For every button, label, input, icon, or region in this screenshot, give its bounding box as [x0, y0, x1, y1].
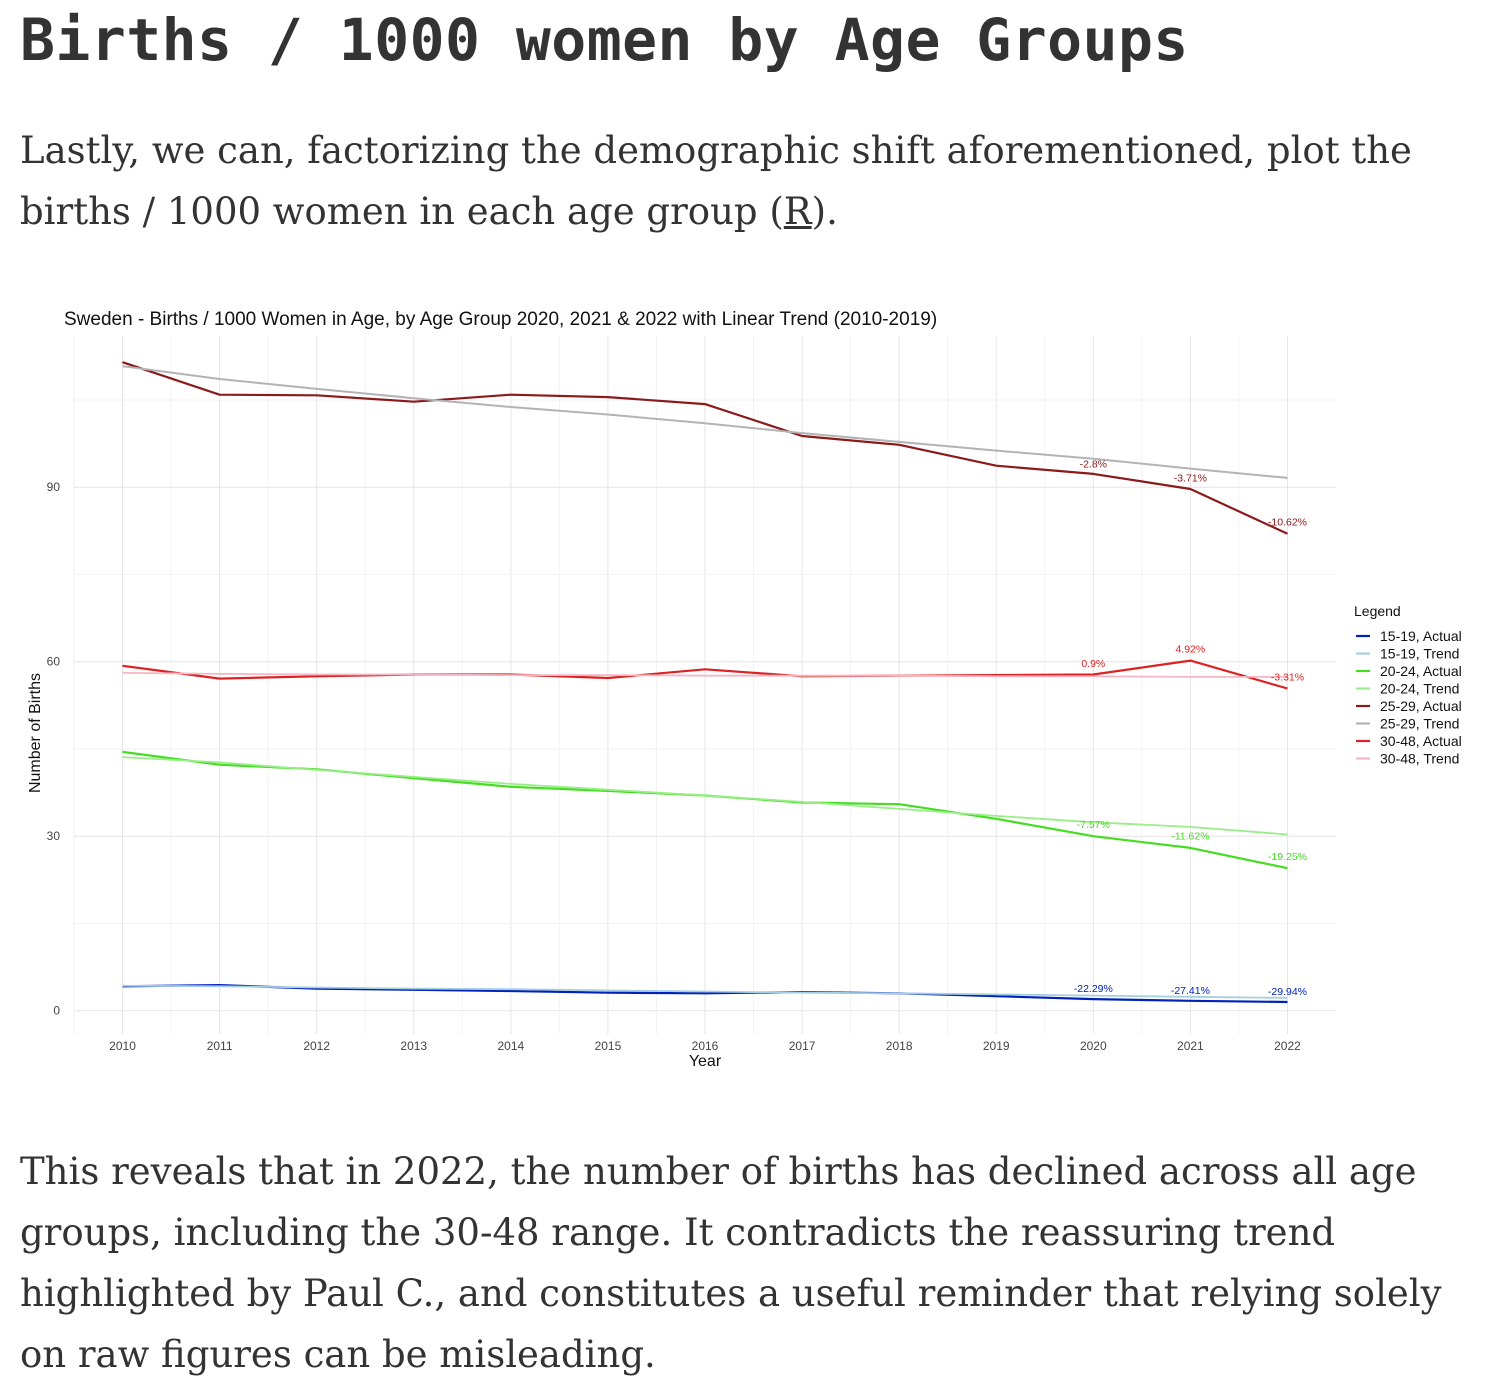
x-tick-label: 2018: [886, 1039, 913, 1053]
series-line-15-19-trend: [122, 984, 1288, 999]
data-label: -11.62%: [1171, 831, 1209, 843]
x-tick-label: 2015: [595, 1039, 622, 1053]
series-line-20-24-trend: [122, 756, 1288, 836]
data-label: -27.41%: [1171, 985, 1210, 997]
legend-title: Legend: [1354, 603, 1401, 619]
intro-text-end: ).: [811, 190, 838, 233]
intro-paragraph: Lastly, we can, factorizing the demograp…: [20, 120, 1480, 242]
x-tick-label: 2022: [1274, 1039, 1301, 1053]
y-axis-title: Number of Births: [27, 673, 44, 793]
legend-label: 20-24, Trend: [1380, 681, 1459, 697]
legend-label: 15-19, Actual: [1380, 628, 1462, 644]
data-label: -3.31%: [1271, 671, 1304, 683]
r-code-link[interactable]: R: [783, 190, 812, 233]
data-label: -22.29%: [1074, 983, 1113, 995]
x-tick-label: 2014: [497, 1039, 524, 1053]
data-label: 4.92%: [1175, 643, 1205, 655]
series-line-25-29-actual: [122, 361, 1288, 535]
x-tick-label: 2021: [1177, 1039, 1204, 1053]
x-tick-label: 2012: [303, 1039, 330, 1053]
legend-label: 15-19, Trend: [1380, 646, 1459, 662]
legend-label: 25-29, Actual: [1380, 698, 1462, 714]
x-axis-title: Year: [689, 1053, 722, 1070]
legend-label: 20-24, Actual: [1380, 663, 1462, 679]
x-tick-label: 2017: [789, 1039, 816, 1053]
data-label: -19.25%: [1268, 851, 1307, 863]
series-line-30-48-actual: [122, 659, 1288, 690]
births-chart: -2.8% -3.71% -10.62% 0.9% 4.92% -3.31% -7.57% -…: [20, 300, 1480, 1080]
data-label: -3.71%: [1174, 472, 1207, 484]
y-tick-label: 30: [47, 829, 61, 843]
y-tick-label: 60: [47, 655, 61, 669]
page-heading: Births / 1000 women by Age Groups: [20, 6, 1189, 74]
series-line-25-29-trend: [122, 365, 1288, 479]
x-tick-label: 2013: [400, 1039, 427, 1053]
chart-svg: -2.8% -3.71% -10.62% 0.9% 4.92% -3.31% -7.57% -…: [27, 309, 1462, 1070]
data-label: -2.8%: [1080, 458, 1107, 470]
y-tick-label: 0: [53, 1004, 60, 1018]
x-tick-label: 2010: [109, 1039, 136, 1053]
series-line-15-19-actual: [122, 983, 1288, 1004]
x-tick-label: 2019: [983, 1039, 1010, 1053]
legend-label: 25-29, Trend: [1380, 716, 1459, 732]
x-tick-label: 2011: [207, 1039, 233, 1053]
chart-title: Sweden - Births / 1000 Women in Age, by …: [64, 309, 937, 330]
data-label: 0.9%: [1081, 658, 1105, 670]
intro-text: Lastly, we can, factorizing the demograp…: [20, 129, 1412, 233]
y-tick-label: 90: [47, 480, 61, 494]
series-line-30-48-trend: [122, 671, 1288, 678]
conclusion-paragraph: This reveals that in 2022, the number of…: [20, 1150, 1442, 1376]
legend-label: 30-48, Actual: [1380, 733, 1462, 749]
x-tick-label: 2020: [1080, 1039, 1107, 1053]
legend-label: 30-48, Trend: [1380, 751, 1459, 767]
data-label: -7.57%: [1077, 819, 1110, 831]
x-tick-label: 2016: [692, 1039, 719, 1053]
data-label: -10.62%: [1268, 517, 1307, 529]
data-label: -29.94%: [1268, 986, 1307, 998]
